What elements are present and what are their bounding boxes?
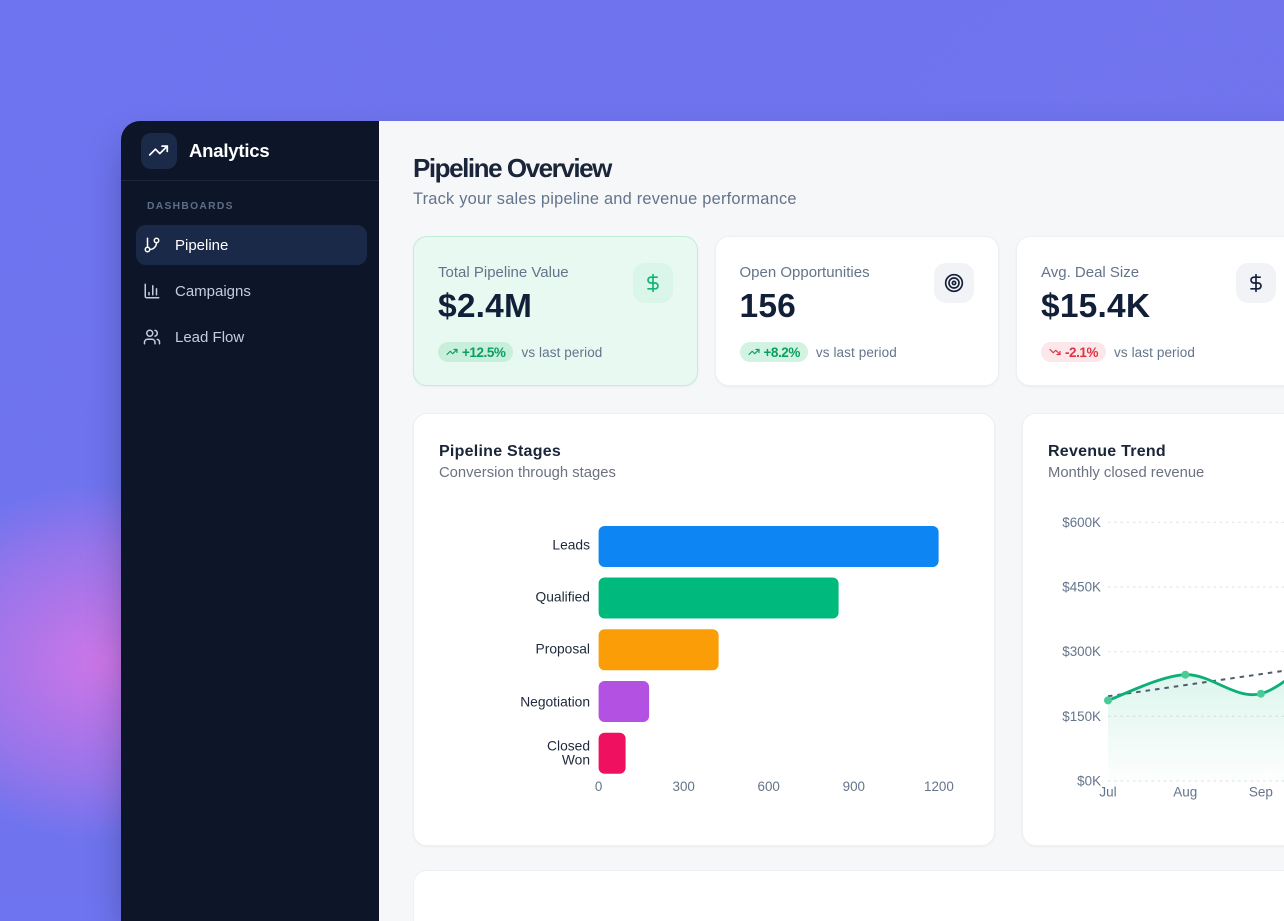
- svg-text:$600K: $600K: [1062, 515, 1101, 530]
- svg-text:Closed: Closed: [547, 738, 590, 753]
- svg-text:$450K: $450K: [1062, 580, 1101, 595]
- svg-text:300: 300: [673, 779, 695, 794]
- svg-text:Won: Won: [562, 753, 590, 768]
- svg-text:600: 600: [758, 779, 780, 794]
- svg-text:$150K: $150K: [1062, 709, 1101, 724]
- svg-text:Proposal: Proposal: [536, 642, 590, 657]
- svg-text:Qualified: Qualified: [536, 589, 590, 604]
- svg-text:Jul: Jul: [1099, 785, 1116, 800]
- svg-text:0: 0: [595, 779, 602, 794]
- svg-text:Negotiation: Negotiation: [520, 694, 590, 709]
- svg-text:$300K: $300K: [1062, 644, 1101, 659]
- svg-text:900: 900: [843, 779, 865, 794]
- svg-text:Leads: Leads: [552, 538, 590, 553]
- svg-text:$0K: $0K: [1077, 774, 1101, 789]
- svg-text:Sep: Sep: [1249, 785, 1273, 800]
- svg-text:1200: 1200: [924, 779, 954, 794]
- svg-text:Aug: Aug: [1173, 785, 1197, 800]
